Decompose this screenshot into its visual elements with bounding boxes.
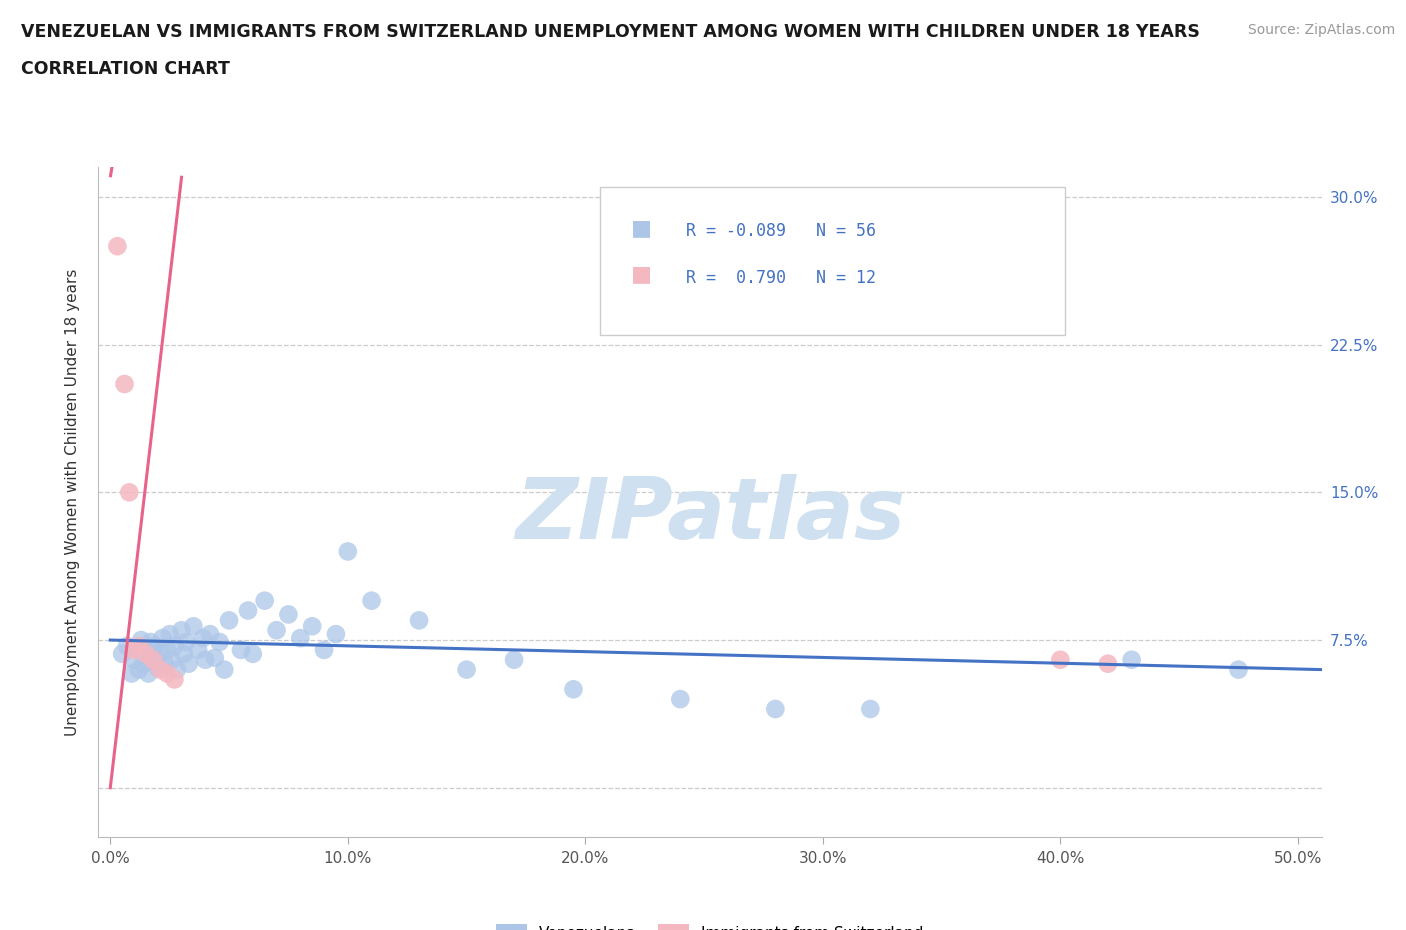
Point — [336, 544, 359, 559]
Point — [242, 646, 264, 661]
Point — [236, 603, 259, 618]
Point — [114, 377, 136, 392]
Text: ■: ■ — [630, 218, 651, 238]
Text: ■: ■ — [630, 264, 651, 285]
Point — [503, 652, 526, 667]
Point — [194, 652, 217, 667]
Y-axis label: Unemployment Among Women with Children Under 18 years: Unemployment Among Women with Children U… — [65, 269, 80, 736]
Point — [122, 652, 145, 667]
Point — [1097, 657, 1119, 671]
Point — [312, 643, 335, 658]
Point — [290, 631, 312, 645]
Point — [763, 701, 786, 716]
Text: R = -0.089   N = 56: R = -0.089 N = 56 — [686, 222, 876, 240]
Point — [135, 646, 157, 661]
Point — [107, 239, 129, 254]
Text: ZIPatlas: ZIPatlas — [515, 474, 905, 557]
Point — [153, 657, 176, 671]
Point — [136, 666, 159, 681]
Point — [122, 643, 145, 658]
Point — [163, 672, 186, 687]
Point — [145, 639, 167, 654]
Point — [214, 662, 236, 677]
Point — [156, 643, 179, 658]
Point — [166, 662, 188, 677]
Point — [142, 652, 165, 667]
Point — [132, 657, 155, 671]
Point — [218, 613, 240, 628]
Point — [170, 623, 193, 638]
Point — [152, 631, 174, 645]
Point — [208, 634, 231, 649]
Point — [142, 650, 165, 665]
Point — [229, 643, 252, 658]
Point — [118, 485, 141, 499]
Point — [1049, 652, 1071, 667]
Point — [183, 618, 205, 633]
Point — [160, 652, 183, 667]
Point — [139, 634, 162, 649]
Point — [859, 701, 882, 716]
Point — [204, 650, 226, 665]
Point — [121, 666, 143, 681]
Point — [408, 613, 430, 628]
Point — [1121, 652, 1143, 667]
Point — [115, 639, 138, 654]
Point — [253, 593, 276, 608]
Point — [176, 634, 198, 649]
Text: VENEZUELAN VS IMMIGRANTS FROM SWITZERLAND UNEMPLOYMENT AMONG WOMEN WITH CHILDREN: VENEZUELAN VS IMMIGRANTS FROM SWITZERLAN… — [21, 23, 1199, 41]
Point — [125, 641, 148, 656]
Point — [173, 646, 195, 661]
Text: R =  0.790   N = 12: R = 0.790 N = 12 — [686, 269, 876, 286]
Point — [266, 623, 288, 638]
Point — [277, 607, 299, 622]
Text: Source: ZipAtlas.com: Source: ZipAtlas.com — [1247, 23, 1395, 37]
Text: CORRELATION CHART: CORRELATION CHART — [21, 60, 231, 78]
Point — [191, 631, 214, 645]
Point — [146, 660, 169, 675]
Point — [128, 639, 150, 654]
Point — [111, 646, 134, 661]
Point — [360, 593, 382, 608]
Point — [198, 627, 221, 642]
Point — [149, 646, 172, 661]
Point — [163, 639, 186, 654]
Point — [177, 657, 200, 671]
Point — [301, 618, 323, 633]
Point — [128, 662, 150, 677]
FancyBboxPatch shape — [600, 188, 1064, 335]
Point — [135, 644, 157, 659]
Point — [669, 692, 692, 707]
Point — [149, 662, 172, 677]
Point — [456, 662, 478, 677]
Point — [325, 627, 347, 642]
Point — [156, 666, 179, 681]
Point — [187, 643, 209, 658]
Point — [562, 682, 585, 697]
Point — [159, 627, 181, 642]
Point — [1227, 662, 1250, 677]
Legend: Venezuelans, Immigrants from Switzerland: Venezuelans, Immigrants from Switzerland — [491, 918, 929, 930]
Point — [129, 632, 152, 647]
